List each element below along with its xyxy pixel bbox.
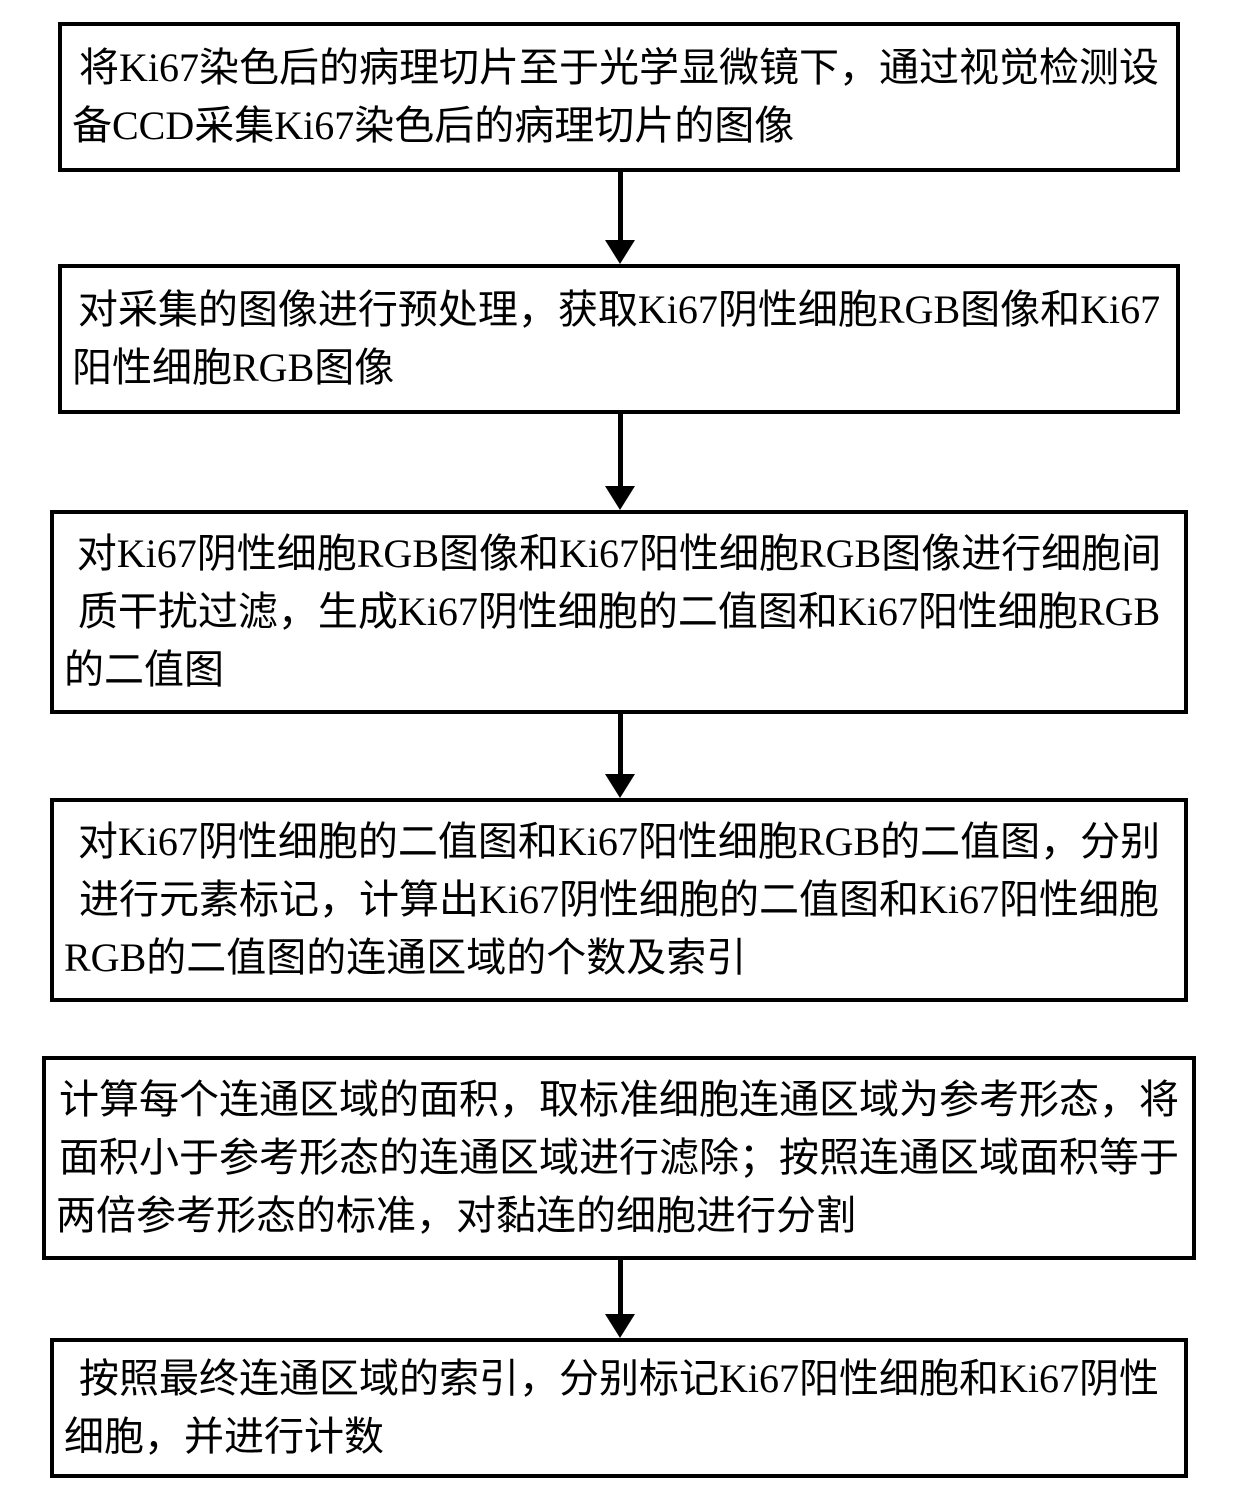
flow-node-step5: 计算每个连通区域的面积，取标准细胞连通区域为参考形态，将面积小于参考形态的连通区… [42, 1056, 1196, 1260]
flow-node-step3: 对Ki67阴性细胞RGB图像和Ki67阳性细胞RGB图像进行细胞间质干扰过滤，生… [50, 510, 1188, 714]
flow-node-step6-label: 按照最终连通区域的索引，分别标记Ki67阳性细胞和Ki67阴性细胞，并进行计数 [54, 1350, 1184, 1466]
flow-node-step1-label: 将Ki67染色后的病理切片至于光学显微镜下，通过视觉检测设备CCD采集Ki67染… [62, 39, 1176, 155]
arrow-2-shaft [618, 414, 623, 486]
arrow-1-head-icon [605, 240, 635, 264]
flowchart-canvas: 将Ki67染色后的病理切片至于光学显微镜下，通过视觉检测设备CCD采集Ki67染… [0, 0, 1240, 1489]
flow-node-step1: 将Ki67染色后的病理切片至于光学显微镜下，通过视觉检测设备CCD采集Ki67染… [58, 22, 1180, 172]
flow-node-step4-label: 对Ki67阴性细胞的二值图和Ki67阳性细胞RGB的二值图，分别进行元素标记，计… [54, 813, 1184, 987]
arrow-2-head-icon [605, 486, 635, 510]
flow-node-step6: 按照最终连通区域的索引，分别标记Ki67阳性细胞和Ki67阴性细胞，并进行计数 [50, 1338, 1188, 1478]
arrow-5-head-icon [605, 1314, 635, 1338]
arrow-3-shaft [618, 714, 623, 774]
arrow-1-shaft [618, 172, 623, 240]
flow-node-step5-label: 计算每个连通区域的面积，取标准细胞连通区域为参考形态，将面积小于参考形态的连通区… [46, 1071, 1192, 1245]
arrow-3-head-icon [605, 774, 635, 798]
flow-node-step2-label: 对采集的图像进行预处理，获取Ki67阴性细胞RGB图像和Ki67阳性细胞RGB图… [62, 281, 1176, 397]
arrow-5-shaft [618, 1260, 623, 1314]
flow-node-step2: 对采集的图像进行预处理，获取Ki67阴性细胞RGB图像和Ki67阳性细胞RGB图… [58, 264, 1180, 414]
flow-node-step4: 对Ki67阴性细胞的二值图和Ki67阳性细胞RGB的二值图，分别进行元素标记，计… [50, 798, 1188, 1002]
flow-node-step3-label: 对Ki67阴性细胞RGB图像和Ki67阳性细胞RGB图像进行细胞间质干扰过滤，生… [54, 525, 1184, 699]
